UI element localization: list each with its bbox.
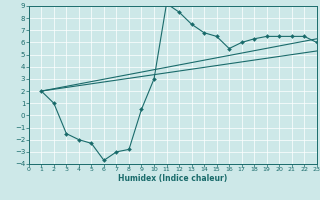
X-axis label: Humidex (Indice chaleur): Humidex (Indice chaleur) (118, 174, 228, 183)
